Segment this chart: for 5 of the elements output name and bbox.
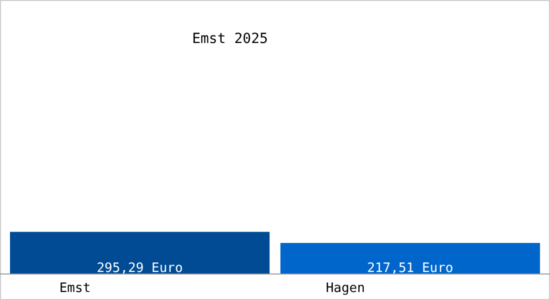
data-label: 295,29 Euro [96,261,183,276]
x-tick-label: Hagen [326,281,365,296]
x-tick-label: Emst [59,281,91,296]
data-label: 217,51 Euro [367,261,454,276]
chart-title: Emst 2025 [192,31,268,47]
